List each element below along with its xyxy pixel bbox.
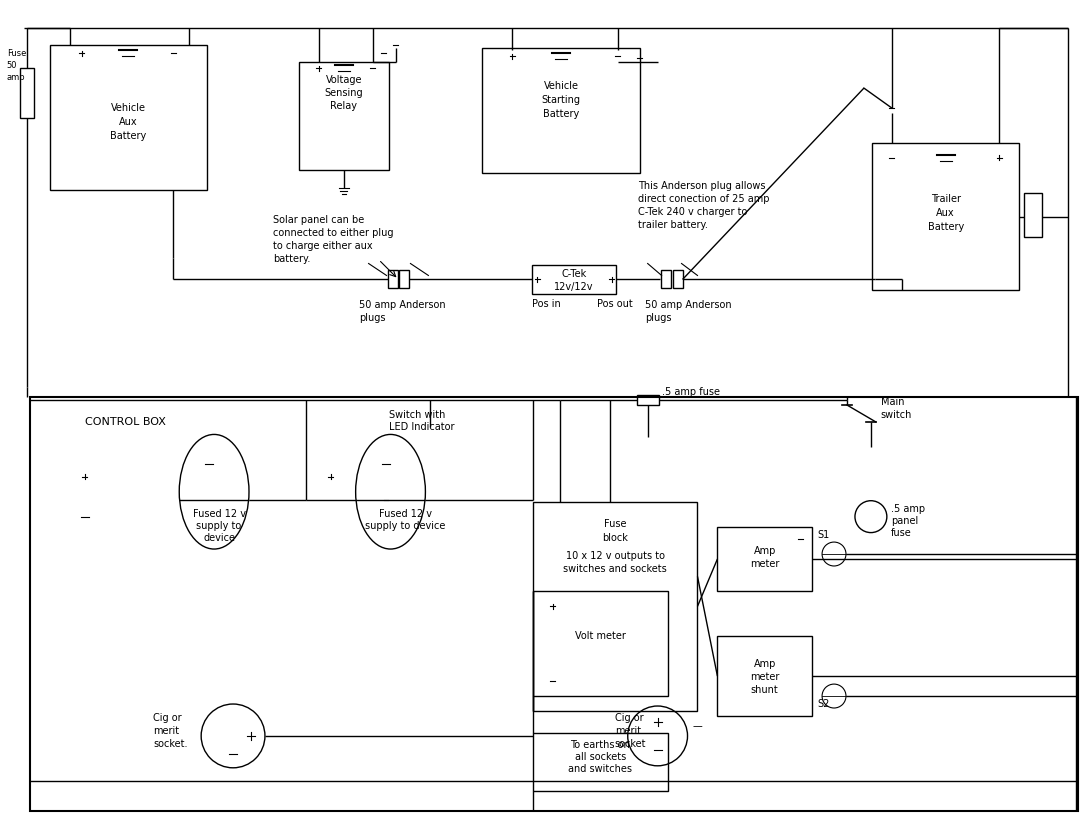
Text: To earths on: To earths on bbox=[570, 740, 630, 750]
Text: Fused 12 v: Fused 12 v bbox=[192, 509, 246, 519]
Text: Amp: Amp bbox=[753, 546, 776, 556]
Text: meter: meter bbox=[750, 559, 780, 569]
Text: Starting: Starting bbox=[542, 95, 581, 105]
Text: supply to: supply to bbox=[197, 521, 241, 531]
Text: Sensing: Sensing bbox=[324, 88, 363, 98]
Text: Vehicle: Vehicle bbox=[544, 81, 579, 91]
Text: fuse: fuse bbox=[891, 528, 912, 538]
Bar bbox=[637, 395, 658, 405]
Text: Fuse: Fuse bbox=[604, 519, 627, 528]
Text: C-Tek 240 v charger to: C-Tek 240 v charger to bbox=[638, 207, 747, 217]
Text: Fuse: Fuse bbox=[7, 49, 26, 58]
Text: Voltage: Voltage bbox=[325, 75, 361, 85]
Text: Aux: Aux bbox=[119, 117, 138, 127]
Text: and switches: and switches bbox=[568, 764, 632, 774]
Text: Amp: Amp bbox=[753, 659, 776, 669]
Text: .5 amp fuse: .5 amp fuse bbox=[662, 387, 720, 397]
Text: Cig or: Cig or bbox=[615, 713, 643, 723]
Text: socket.: socket. bbox=[153, 739, 188, 749]
Text: 50: 50 bbox=[7, 60, 17, 69]
Text: S1: S1 bbox=[817, 529, 829, 539]
Text: Solar panel can be: Solar panel can be bbox=[273, 215, 364, 225]
Text: —: — bbox=[692, 721, 702, 731]
Bar bbox=[483, 48, 640, 173]
Text: Relay: Relay bbox=[330, 101, 357, 111]
Text: merit: merit bbox=[615, 726, 641, 736]
Text: connected to either plug: connected to either plug bbox=[273, 227, 393, 237]
Text: all sockets: all sockets bbox=[574, 752, 626, 762]
Bar bbox=[49, 45, 207, 189]
Bar bbox=[871, 143, 1020, 290]
Text: merit: merit bbox=[153, 726, 179, 736]
Text: 12v/12v: 12v/12v bbox=[554, 283, 594, 293]
Text: .5 amp: .5 amp bbox=[891, 504, 925, 514]
Text: Cig or: Cig or bbox=[153, 713, 182, 723]
Text: direct conection of 25 amp: direct conection of 25 amp bbox=[638, 194, 769, 203]
Text: socket: socket bbox=[615, 739, 646, 749]
Text: This Anderson plug allows: This Anderson plug allows bbox=[638, 181, 765, 191]
Bar bbox=[299, 62, 389, 170]
Bar bbox=[661, 270, 670, 289]
Text: Vehicle: Vehicle bbox=[111, 103, 146, 113]
Text: 50 amp Anderson: 50 amp Anderson bbox=[358, 300, 446, 310]
Text: Switch with: Switch with bbox=[389, 410, 444, 420]
Bar bbox=[29, 397, 1078, 810]
Text: switches and sockets: switches and sockets bbox=[563, 565, 667, 575]
Text: device: device bbox=[203, 533, 235, 543]
Text: Pos in: Pos in bbox=[532, 299, 561, 309]
Text: meter: meter bbox=[750, 672, 780, 682]
Bar bbox=[532, 265, 616, 294]
Text: switch: switch bbox=[881, 410, 912, 420]
Text: Fused 12 v: Fused 12 v bbox=[379, 509, 432, 519]
Text: Battery: Battery bbox=[110, 131, 146, 141]
Text: trailer battery.: trailer battery. bbox=[638, 220, 708, 230]
Text: to charge either aux: to charge either aux bbox=[273, 241, 372, 251]
Text: battery.: battery. bbox=[273, 254, 310, 264]
Bar bbox=[533, 502, 698, 711]
Text: amp: amp bbox=[7, 73, 25, 82]
Text: plugs: plugs bbox=[358, 313, 385, 323]
Text: Battery: Battery bbox=[927, 222, 964, 232]
Bar bbox=[388, 270, 397, 289]
Text: 10 x 12 v outputs to: 10 x 12 v outputs to bbox=[566, 551, 665, 561]
Text: panel: panel bbox=[891, 516, 918, 526]
Bar bbox=[533, 591, 667, 696]
Text: C-Tek: C-Tek bbox=[561, 270, 586, 280]
Text: supply to device: supply to device bbox=[366, 521, 446, 531]
Text: plugs: plugs bbox=[644, 313, 672, 323]
Text: block: block bbox=[603, 533, 628, 543]
Text: CONTROL BOX: CONTROL BOX bbox=[84, 417, 165, 427]
Text: Trailer: Trailer bbox=[930, 194, 961, 203]
Bar bbox=[717, 636, 812, 716]
Bar bbox=[533, 733, 667, 791]
Bar bbox=[400, 270, 410, 289]
Text: 50 amp Anderson: 50 amp Anderson bbox=[644, 300, 732, 310]
Text: Aux: Aux bbox=[936, 208, 956, 218]
Text: Main: Main bbox=[881, 397, 904, 407]
Bar bbox=[717, 527, 812, 591]
Text: shunt: shunt bbox=[751, 685, 779, 695]
Bar bbox=[1024, 193, 1043, 237]
Text: LED Indicator: LED Indicator bbox=[389, 422, 454, 432]
Text: Volt meter: Volt meter bbox=[574, 631, 626, 641]
Bar bbox=[673, 270, 682, 289]
Text: Battery: Battery bbox=[543, 109, 579, 119]
Text: S2: S2 bbox=[817, 699, 830, 709]
Bar bbox=[20, 68, 34, 118]
Text: Pos out: Pos out bbox=[597, 299, 632, 309]
